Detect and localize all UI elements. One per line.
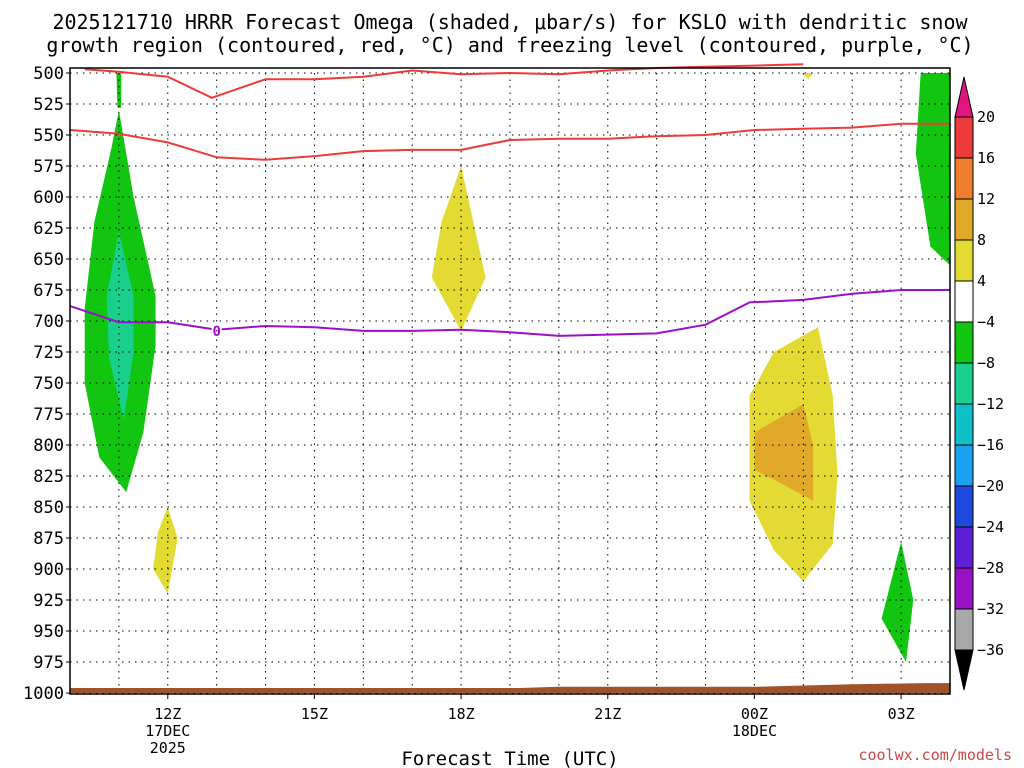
omega-colorbar: 20 16 12 8 4 −4 −8 −12 −16 −20 −24 −28 −32 −36 <box>954 76 1004 691</box>
omega-region-yellow-small-12z <box>153 507 178 594</box>
pressure-tick-label-950: 950 <box>33 622 64 642</box>
dgz-contour-dgz-lower <box>69 122 950 161</box>
colorbar-level-label-1: 16 <box>977 149 995 167</box>
colorbar-level-label-5: −4 <box>977 313 995 331</box>
colorbar-segment-12 <box>954 608 974 651</box>
pressure-tick-label-600: 600 <box>33 188 64 208</box>
chart-title-line-2: growth region (contoured, red, °C) and f… <box>46 33 973 57</box>
pressure-tick-label-525: 525 <box>33 95 64 115</box>
grid-lines <box>70 72 950 694</box>
colorbar-segment-11 <box>954 567 974 610</box>
time-tick-label-00Z: 00Z <box>741 705 768 723</box>
time-tick-label-18Z: 18Z <box>448 705 475 723</box>
freezing-level-label-bg <box>211 322 222 339</box>
pressure-tick-label-850: 850 <box>33 498 64 518</box>
pressure-tick-label-775: 775 <box>33 405 64 425</box>
colorbar-top-arrow <box>954 76 974 118</box>
omega-region-green-narrow-top <box>116 73 122 108</box>
omega-region-green-right-edge <box>915 73 950 266</box>
colorbar-segment-0 <box>954 116 974 159</box>
pressure-tick-label-625: 625 <box>33 219 64 239</box>
omega-region-yellow-18z <box>431 166 486 331</box>
omega-region-orange-00z <box>754 404 814 501</box>
pressure-tick-label-700: 700 <box>33 312 64 332</box>
colorbar-segment-10 <box>954 526 974 569</box>
pressure-tick-label-975: 975 <box>33 653 64 673</box>
time-tick-date-12Z: 17DEC <box>145 722 190 740</box>
terrain-fill-layer <box>70 683 950 693</box>
time-tick-date-00Z: 18DEC <box>732 722 777 740</box>
colorbar-segment-5 <box>954 321 974 364</box>
terrain-fill <box>70 683 950 693</box>
colorbar-level-label-7: −12 <box>977 395 1004 413</box>
colorbar-level-label-2: 12 <box>977 190 995 208</box>
colorbar-level-label-8: −16 <box>977 436 1004 454</box>
colorbar-level-label-11: −28 <box>977 559 1004 577</box>
pressure-tick-label-650: 650 <box>33 250 64 270</box>
pressure-tick-label-875: 875 <box>33 529 64 549</box>
time-tick-label-03Z: 03Z <box>888 705 915 723</box>
time-tick-label-12Z: 12Z <box>154 705 181 723</box>
colorbar-level-label-9: −20 <box>977 477 1004 495</box>
time-tick-year-12Z: 2025 <box>150 739 186 757</box>
colorbar-segment-6 <box>954 362 974 405</box>
pressure-tick-label-825: 825 <box>33 467 64 487</box>
pressure-tick-label-725: 725 <box>33 343 64 363</box>
pressure-tick-label-500: 500 <box>33 64 64 84</box>
colorbar-segment-9 <box>954 485 974 528</box>
time-tick-label-21Z: 21Z <box>594 705 621 723</box>
freezing-level-label: 0 <box>212 324 220 340</box>
colorbar-bottom-arrow <box>954 649 974 691</box>
colorbar-segment-7 <box>954 403 974 446</box>
pressure-axis: 500 525 550 575 600 625 650 675 700 725 750 775 800 8… <box>23 64 70 704</box>
colorbar-segment-8 <box>954 444 974 487</box>
omega-region-teal-core-left <box>106 231 134 421</box>
pressure-tick-label-550: 550 <box>33 126 64 146</box>
colorbar-segment-3 <box>954 239 974 282</box>
credit-text: coolwx.com/models <box>858 746 1012 764</box>
colorbar-level-label-6: −8 <box>977 354 995 372</box>
omega-region-yellow-tiny-top <box>803 73 814 80</box>
colorbar-level-label-10: −24 <box>977 518 1004 536</box>
colorbar-level-label-0: 20 <box>977 108 995 126</box>
colorbar-level-label-12: −32 <box>977 600 1004 618</box>
pressure-tick-label-925: 925 <box>33 591 64 611</box>
pressure-tick-label-800: 800 <box>33 436 64 456</box>
colorbar-segment-1 <box>954 157 974 200</box>
chart-title-line-1: 2025121710 HRRR Forecast Omega (shaded, … <box>52 10 968 34</box>
omega-region-green-03z <box>881 541 914 662</box>
dgz-contour-dgz-upper <box>84 63 804 99</box>
pressure-tick-label-575: 575 <box>33 157 64 177</box>
pressure-tick-label-750: 750 <box>33 374 64 394</box>
colorbar-segment-2 <box>954 198 974 241</box>
colorbar-level-label-4: 4 <box>977 272 986 290</box>
colorbar-segment-4 <box>954 280 974 323</box>
time-tick-label-15Z: 15Z <box>301 705 328 723</box>
omega-shaded-regions <box>84 73 950 662</box>
colorbar-level-label-13: −36 <box>977 641 1004 659</box>
pressure-tick-label-1000: 1000 <box>23 684 64 704</box>
pressure-tick-label-900: 900 <box>33 560 64 580</box>
plot-frame <box>69 67 951 695</box>
colorbar-level-label-3: 8 <box>977 231 986 249</box>
pressure-tick-label-675: 675 <box>33 281 64 301</box>
x-axis-label: Forecast Time (UTC) <box>401 748 618 768</box>
